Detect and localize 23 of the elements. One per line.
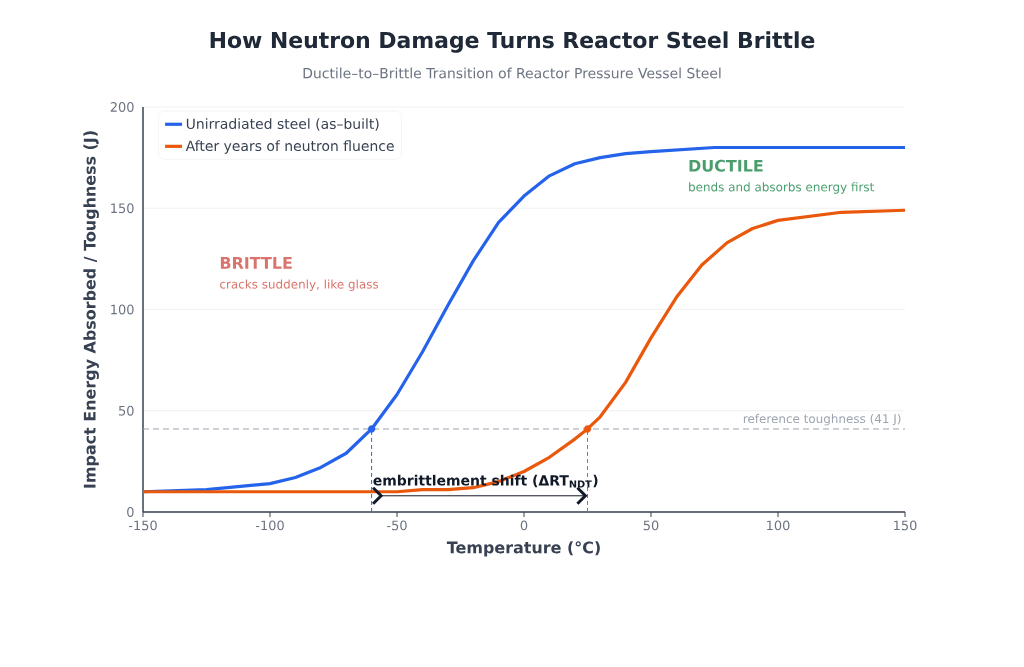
annotation: cracks suddenly, like glass [220, 279, 379, 291]
annotation: bends and absorbs energy first [689, 182, 874, 194]
annotation: DUCTILE [689, 159, 763, 172]
y-tick-label: 100 [111, 304, 134, 315]
x-tick-label: -50 [387, 520, 407, 531]
annotation: BRITTLE [220, 257, 292, 269]
x-tick-label: 150 [894, 520, 917, 531]
x-tick-label: -100 [255, 520, 284, 531]
chart-subtitle: Ductile–to–Brittle Transition of Reactor Pressure Vessel Steel [303, 67, 721, 79]
y-tick-label: 150 [111, 203, 134, 214]
ref-line-label: reference toughness (41 J) [743, 413, 901, 426]
legend-label: After years of neutron fluence [185, 140, 394, 154]
x-tick-label: -150 [128, 520, 157, 531]
y-tick-label: 0 [127, 507, 134, 517]
x-tick-label: 0 [520, 520, 528, 531]
x-axis-title: Temperature (°C) [446, 541, 600, 557]
y-tick-label: 50 [119, 405, 134, 416]
chart-title: How Neutron Damage Turns Reactor Steel Brittle [210, 31, 815, 53]
y-axis-title: Impact Energy Absorbed / Toughness (J) [83, 131, 99, 488]
x-tick-label: 100 [767, 520, 790, 531]
y-tick-label: 200 [110, 102, 134, 112]
legend-label: Unirradiated steel (as–built) [186, 118, 379, 131]
x-tick-label: 50 [643, 520, 659, 531]
